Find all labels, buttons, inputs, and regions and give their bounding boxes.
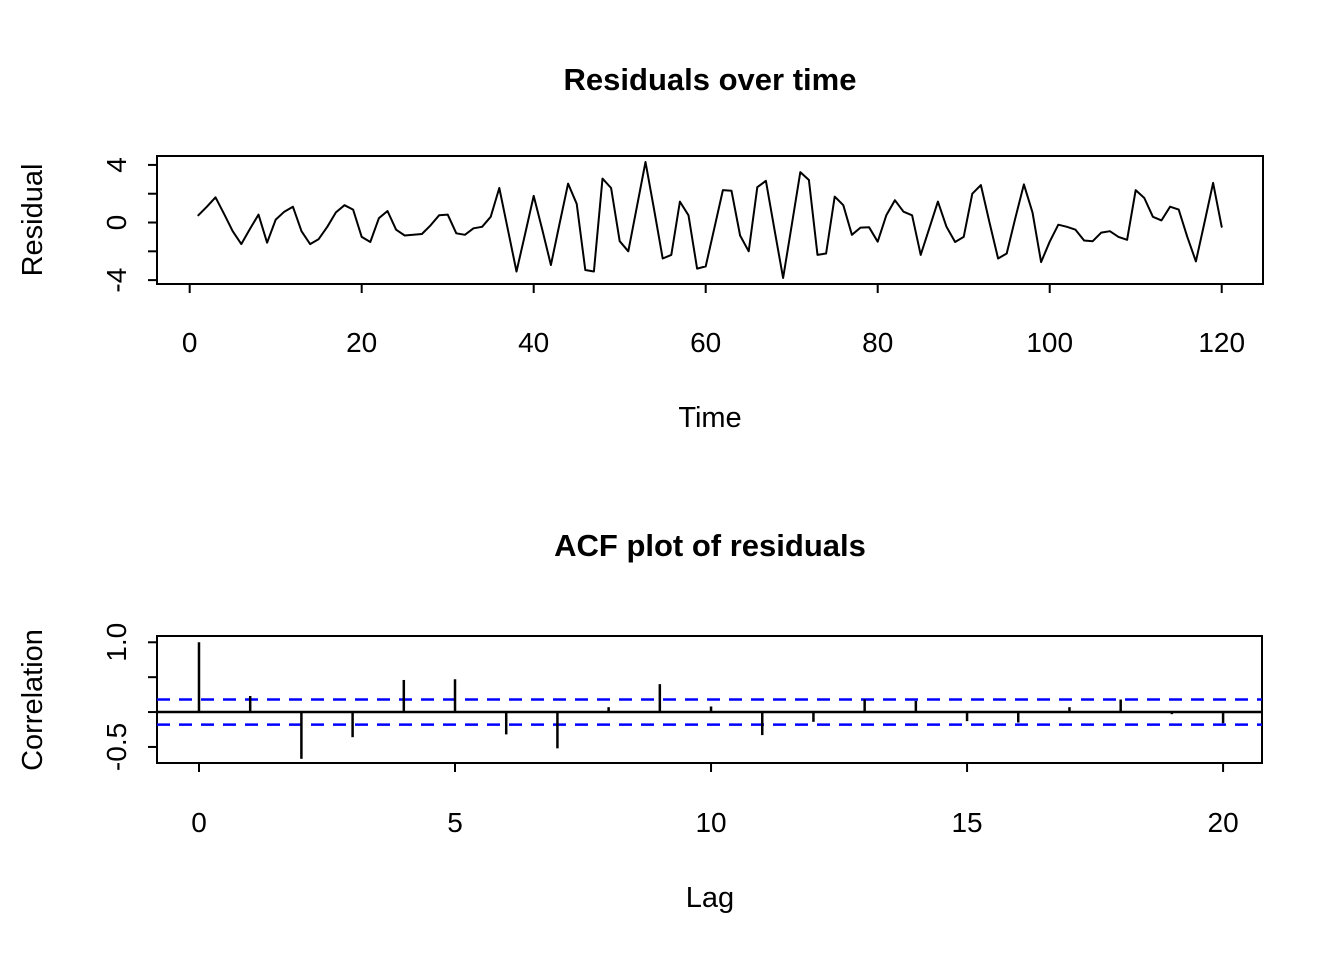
- residuals-chart-title: Residuals over time: [563, 62, 857, 97]
- x-axis-tick-label: 80: [862, 327, 893, 358]
- y-axis-tick-label: 0: [101, 215, 132, 231]
- y-axis-tick-label: -0.5: [101, 723, 132, 771]
- x-axis-tick-label: 0: [191, 807, 207, 838]
- x-axis-tick-label: 20: [346, 327, 377, 358]
- x-axis-tick-label: 120: [1198, 327, 1245, 358]
- y-axis-tick-label: 4: [101, 157, 132, 173]
- x-axis-tick-label: 20: [1208, 807, 1239, 838]
- y-axis-tick-label: 1.0: [101, 623, 132, 662]
- plot-frame: [156, 155, 1264, 285]
- x-axis-tick-label: 10: [695, 807, 726, 838]
- x-axis-tick-label: 5: [447, 807, 463, 838]
- residuals-y-axis-label: Residual: [17, 163, 49, 277]
- acf-x-axis-label: Lag: [685, 882, 735, 914]
- acf-chart-title: ACF plot of residuals: [554, 528, 866, 563]
- y-axis-tick-label: -4: [101, 268, 132, 293]
- x-axis-tick-label: 15: [951, 807, 982, 838]
- residual-series-line: [197, 161, 1223, 279]
- x-axis-tick-label: 60: [690, 327, 721, 358]
- acf-y-axis-label: Correlation: [17, 629, 49, 771]
- residuals-x-axis-label: Time: [678, 402, 742, 434]
- x-axis-tick-label: 0: [182, 327, 198, 358]
- x-axis-tick-label: 100: [1026, 327, 1073, 358]
- x-axis-tick-label: 40: [518, 327, 549, 358]
